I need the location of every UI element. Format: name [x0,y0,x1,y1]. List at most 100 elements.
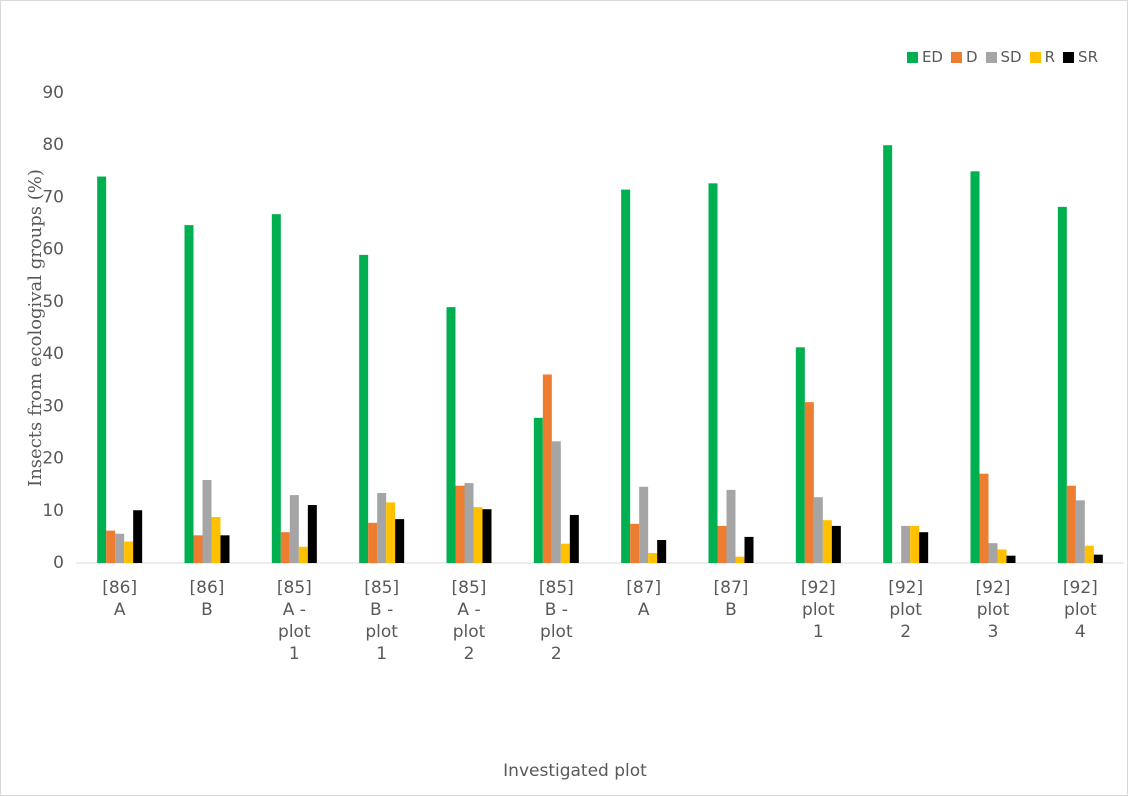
bar [359,254,369,563]
bar [735,556,745,563]
bar [1066,485,1076,563]
bar [124,541,134,563]
bar [979,473,989,563]
bar [883,145,893,563]
bar [822,520,832,563]
bar [804,402,814,563]
bar [717,525,727,563]
legend-swatch [985,51,997,63]
x-tick-label: [92] plot 1 [800,578,836,642]
x-tick-label: [87] A [626,578,662,620]
bar [289,495,299,563]
bar [657,540,667,563]
y-tick-label: 90 [42,83,64,103]
legend-swatch [906,51,918,63]
y-tick-label: 20 [42,449,64,469]
legend-item: R [1029,48,1056,66]
legend-label: SD [1000,48,1022,66]
legend-item: D [950,48,978,66]
legend-swatch [950,51,962,63]
legend-label: ED [921,48,943,66]
legend-label: D [965,48,978,66]
legend: ED D SD R SR [906,48,1098,66]
bar [368,522,378,563]
x-tick-label: [86] A [102,578,138,620]
bar [271,214,281,563]
y-axis-title: Insects from ecologival groups (%) [25,169,46,487]
legend-swatch [1029,51,1041,63]
bar [708,183,718,563]
bar [639,486,649,563]
bar [744,536,754,563]
legend-item: SD [985,48,1022,66]
y-tick-label: 30 [42,396,64,416]
bar [630,523,640,563]
bar [560,543,570,563]
bar [1057,206,1067,563]
bar [795,347,805,563]
bar [184,225,194,563]
bar [1093,554,1103,563]
bar [377,493,387,563]
bar [193,535,203,563]
y-tick-label: 50 [42,292,64,312]
bar [813,497,823,563]
x-tick-label: [85] B - plot 1 [364,578,400,664]
x-tick-label: [87] B [713,578,749,620]
bar [211,517,221,563]
legend-swatch [1063,51,1075,63]
bar [997,549,1007,563]
bar [919,532,929,563]
legend-item: SR [1063,48,1098,66]
bar [202,479,212,563]
bar [901,525,911,563]
bar [910,525,920,563]
y-tick-label: 10 [42,501,64,521]
bar [542,374,552,563]
bar [298,546,308,563]
y-tick-label: 60 [42,240,64,260]
bar [455,485,465,563]
legend-label: SR [1078,48,1098,66]
bar [831,525,841,563]
x-tick-label: [92] plot 2 [888,578,924,642]
x-tick-label: [85] A - plot 1 [276,578,312,664]
bar [970,171,980,564]
bar [97,176,107,564]
bar [533,417,543,563]
bar [551,441,561,563]
x-tick-label: [85] A - plot 2 [451,578,487,664]
x-tick-label: [92] plot 3 [975,578,1011,642]
bar [446,307,456,563]
bar [280,532,290,563]
bar [1006,555,1016,563]
bar [133,510,143,563]
bar [569,514,579,563]
bar [473,507,483,563]
legend-item: ED [906,48,943,66]
bar [1084,545,1094,563]
bar [307,505,317,563]
bar [1075,500,1085,563]
x-tick-label: [86] B [189,578,225,620]
x-tick-label: [92] plot 4 [1062,578,1098,642]
bar [482,509,492,563]
x-axis-title: Investigated plot [503,761,647,781]
bar [648,553,658,563]
bar [395,519,405,563]
bar [106,530,116,563]
y-tick-label: 70 [42,187,64,207]
legend-label: R [1044,48,1056,66]
y-tick-label: 40 [42,344,64,364]
y-tick-label: 80 [42,135,64,155]
bar [386,502,396,563]
x-tick-label: [85] B - plot 2 [538,578,574,664]
bar [464,483,474,563]
bar [115,533,125,563]
bar [988,543,998,563]
y-tick-label: 0 [53,553,64,573]
bar [726,489,736,563]
